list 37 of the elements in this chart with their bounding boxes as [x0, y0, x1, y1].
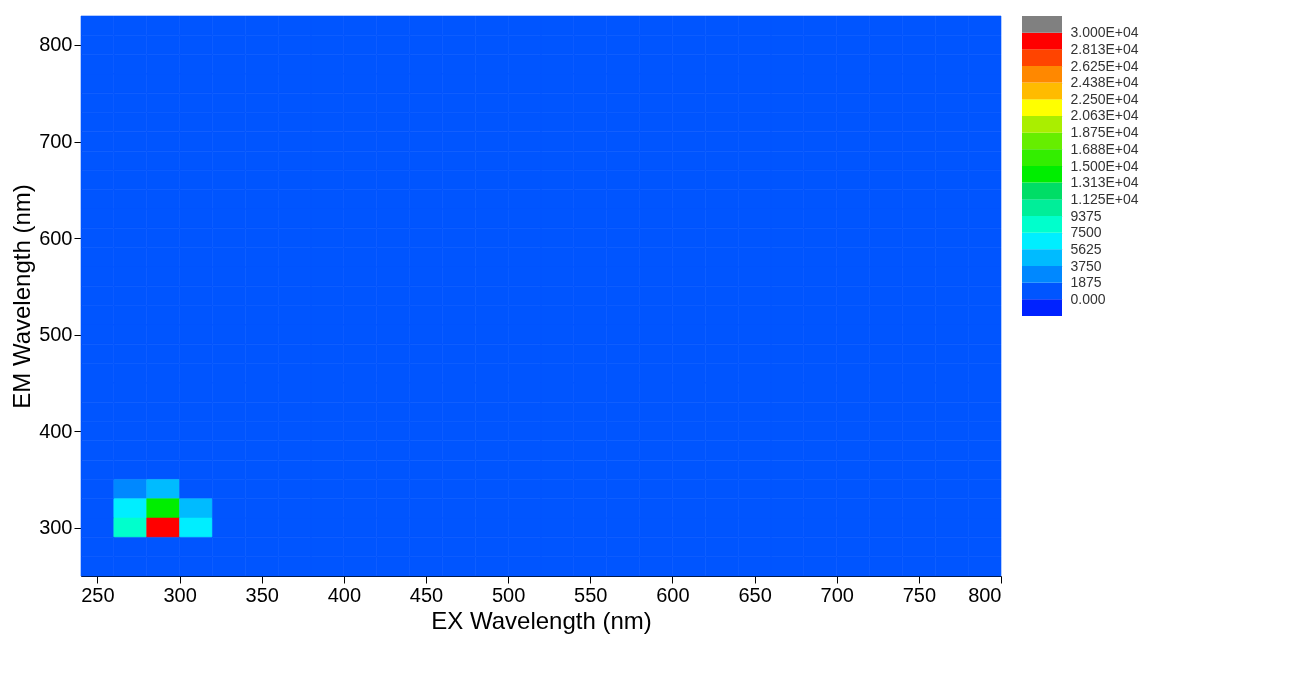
x-tick-label: 450 — [409, 583, 444, 606]
x-tick-label: 350 — [245, 583, 279, 606]
color-bar-label: 1875 — [1070, 274, 1102, 291]
color-bar-label: 2.813E+04 — [1070, 40, 1139, 57]
x-tick-label: 650 — [738, 583, 772, 606]
x-tick-label: 400 — [327, 583, 362, 606]
color-bar-label: 1.313E+04 — [1070, 174, 1139, 191]
x-tick-label: 300 — [163, 583, 197, 606]
x-axis-title: EX Wavelength (nm) — [431, 606, 652, 634]
x-tick-label: 550 — [574, 583, 608, 606]
color-bar-label: 1.500E+04 — [1070, 157, 1139, 174]
x-tick-label: 600 — [656, 583, 690, 606]
color-bar-label: 1.125E+04 — [1070, 190, 1139, 207]
y-tick-label: 300 — [39, 516, 73, 539]
x-tick-label: 700 — [820, 583, 854, 606]
color-bar-label: 1.688E+04 — [1070, 140, 1139, 157]
y-tick-label: 700 — [39, 130, 73, 153]
color-bar-label: 9375 — [1070, 207, 1102, 224]
color-bar-label: 2.438E+04 — [1070, 74, 1139, 91]
color-bar-label: 0.000 — [1070, 290, 1106, 307]
y-axis-title: EM Wavelength (nm) — [8, 184, 36, 409]
x-tick-label: 500 — [491, 583, 526, 606]
y-tick-label: 800 — [39, 33, 73, 56]
color-bar-label: 3750 — [1070, 257, 1102, 274]
color-bar-label: 2.250E+04 — [1070, 90, 1139, 107]
x-tick-label: 750 — [902, 583, 937, 606]
y-tick-label: 600 — [39, 226, 73, 249]
y-tick-label: 400 — [39, 419, 73, 442]
color-bar-label: 1.875E+04 — [1070, 124, 1139, 141]
x-tick-label: 250 — [81, 583, 115, 606]
x-tick-label: 800 — [968, 583, 1002, 606]
color-bar-label: 5625 — [1070, 240, 1102, 257]
color-bar-label: 3.000E+04 — [1070, 24, 1139, 41]
color-bar-label: 7500 — [1070, 224, 1102, 241]
color-bar-label: 2.063E+04 — [1070, 107, 1139, 124]
color-bar-label: 2.625E+04 — [1070, 57, 1139, 74]
y-tick-label: 500 — [39, 323, 73, 346]
